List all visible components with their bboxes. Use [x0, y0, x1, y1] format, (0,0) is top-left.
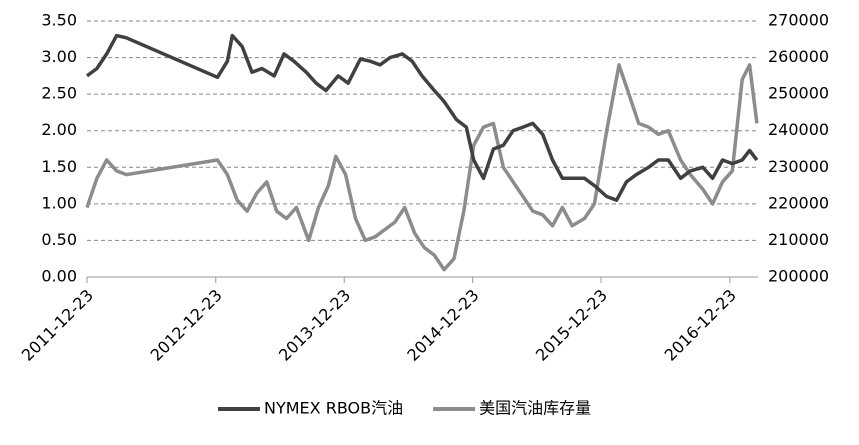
x-tick-label: 2016-12-23 — [661, 286, 740, 365]
y-tick-label: 2.00 — [41, 120, 77, 139]
y-tick-label: 0.00 — [41, 267, 77, 286]
x-tick-label: 2015-12-23 — [532, 286, 611, 365]
y2-tick-label: 260000 — [768, 47, 829, 66]
y2-tick-label: 230000 — [768, 157, 829, 176]
y-tick-label: 0.50 — [41, 230, 77, 249]
y2-tick-label: 270000 — [768, 11, 829, 30]
y-tick-label: 3.50 — [41, 11, 77, 30]
x-tick-label: 2014-12-23 — [403, 286, 482, 365]
legend-label: 美国汽油库存量 — [479, 399, 591, 418]
y2-tick-label: 200000 — [768, 267, 829, 286]
series-line — [85, 63, 759, 272]
series-line — [85, 33, 759, 202]
y-tick-label: 2.50 — [41, 84, 77, 103]
y-tick-label: 1.50 — [41, 157, 77, 176]
x-tick-label: 2013-12-23 — [275, 286, 354, 365]
y2-tick-label: 240000 — [768, 120, 829, 139]
y2-tick-label: 210000 — [768, 230, 829, 249]
y-tick-label: 3.00 — [41, 47, 77, 66]
y2-tick-label: 220000 — [768, 193, 829, 212]
legend-label: NYMEX RBOB汽油 — [264, 399, 403, 418]
y2-tick-label: 250000 — [768, 84, 829, 103]
y-tick-label: 1.00 — [41, 193, 77, 212]
x-tick-label: 2012-12-23 — [147, 286, 226, 365]
x-tick-label: 2011-12-23 — [18, 286, 97, 365]
